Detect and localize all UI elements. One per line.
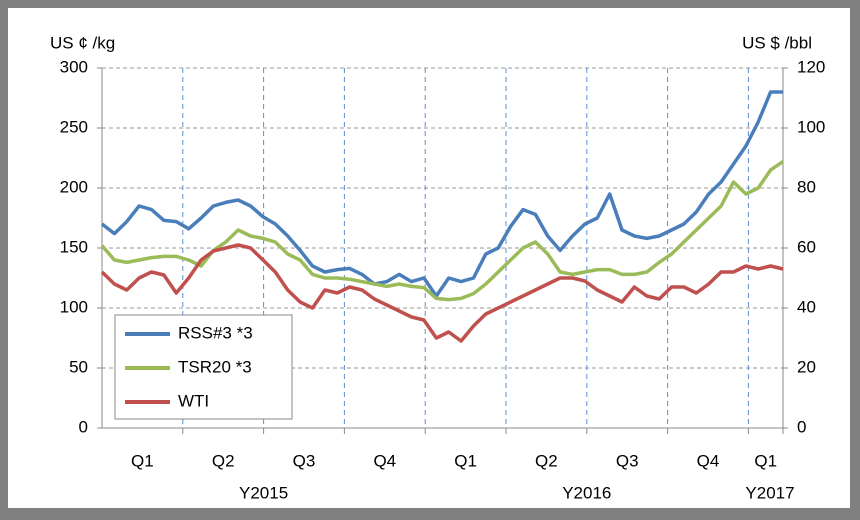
x-tick-label: Q2 [212, 451, 235, 470]
x-tick-label: Q1 [454, 451, 477, 470]
y-tick-label: 0 [79, 417, 88, 436]
y-tick-label: 200 [60, 177, 88, 196]
legend-label: TSR20 *3 [178, 357, 252, 376]
legend-label: RSS#3 *3 [178, 323, 253, 342]
x-tick-label: Q4 [373, 451, 396, 470]
x-tick-label: Q2 [535, 451, 558, 470]
y2-tick-label: 0 [797, 417, 806, 436]
y2-tick-label: 20 [797, 357, 816, 376]
y-tick-label: 300 [60, 57, 88, 76]
x-tick-label: Q3 [616, 451, 639, 470]
y-axis-label: US ¢ /kg [50, 33, 115, 52]
y-tick-label: 50 [69, 357, 88, 376]
y2-tick-label: 60 [797, 237, 816, 256]
year-label: Y2017 [745, 483, 794, 502]
y2-axis-label: US $ /bbl [742, 33, 812, 52]
y2-tick-label: 80 [797, 177, 816, 196]
x-tick-label: Q4 [697, 451, 720, 470]
legend-label: WTI [178, 391, 209, 410]
series-line [100, 243, 784, 343]
series-line [100, 90, 783, 298]
x-tick-label: Q3 [293, 451, 316, 470]
y-tick-label: 150 [60, 237, 88, 256]
x-tick-label: Q1 [754, 451, 777, 470]
y2-tick-label: 120 [797, 57, 825, 76]
y2-tick-label: 40 [797, 297, 816, 316]
y-tick-label: 100 [60, 297, 88, 316]
y2-tick-label: 100 [797, 117, 825, 136]
x-tick-label: Q1 [131, 451, 154, 470]
year-label: Y2016 [562, 483, 611, 502]
y-tick-label: 250 [60, 117, 88, 136]
background [8, 8, 850, 508]
year-label: Y2015 [239, 483, 288, 502]
